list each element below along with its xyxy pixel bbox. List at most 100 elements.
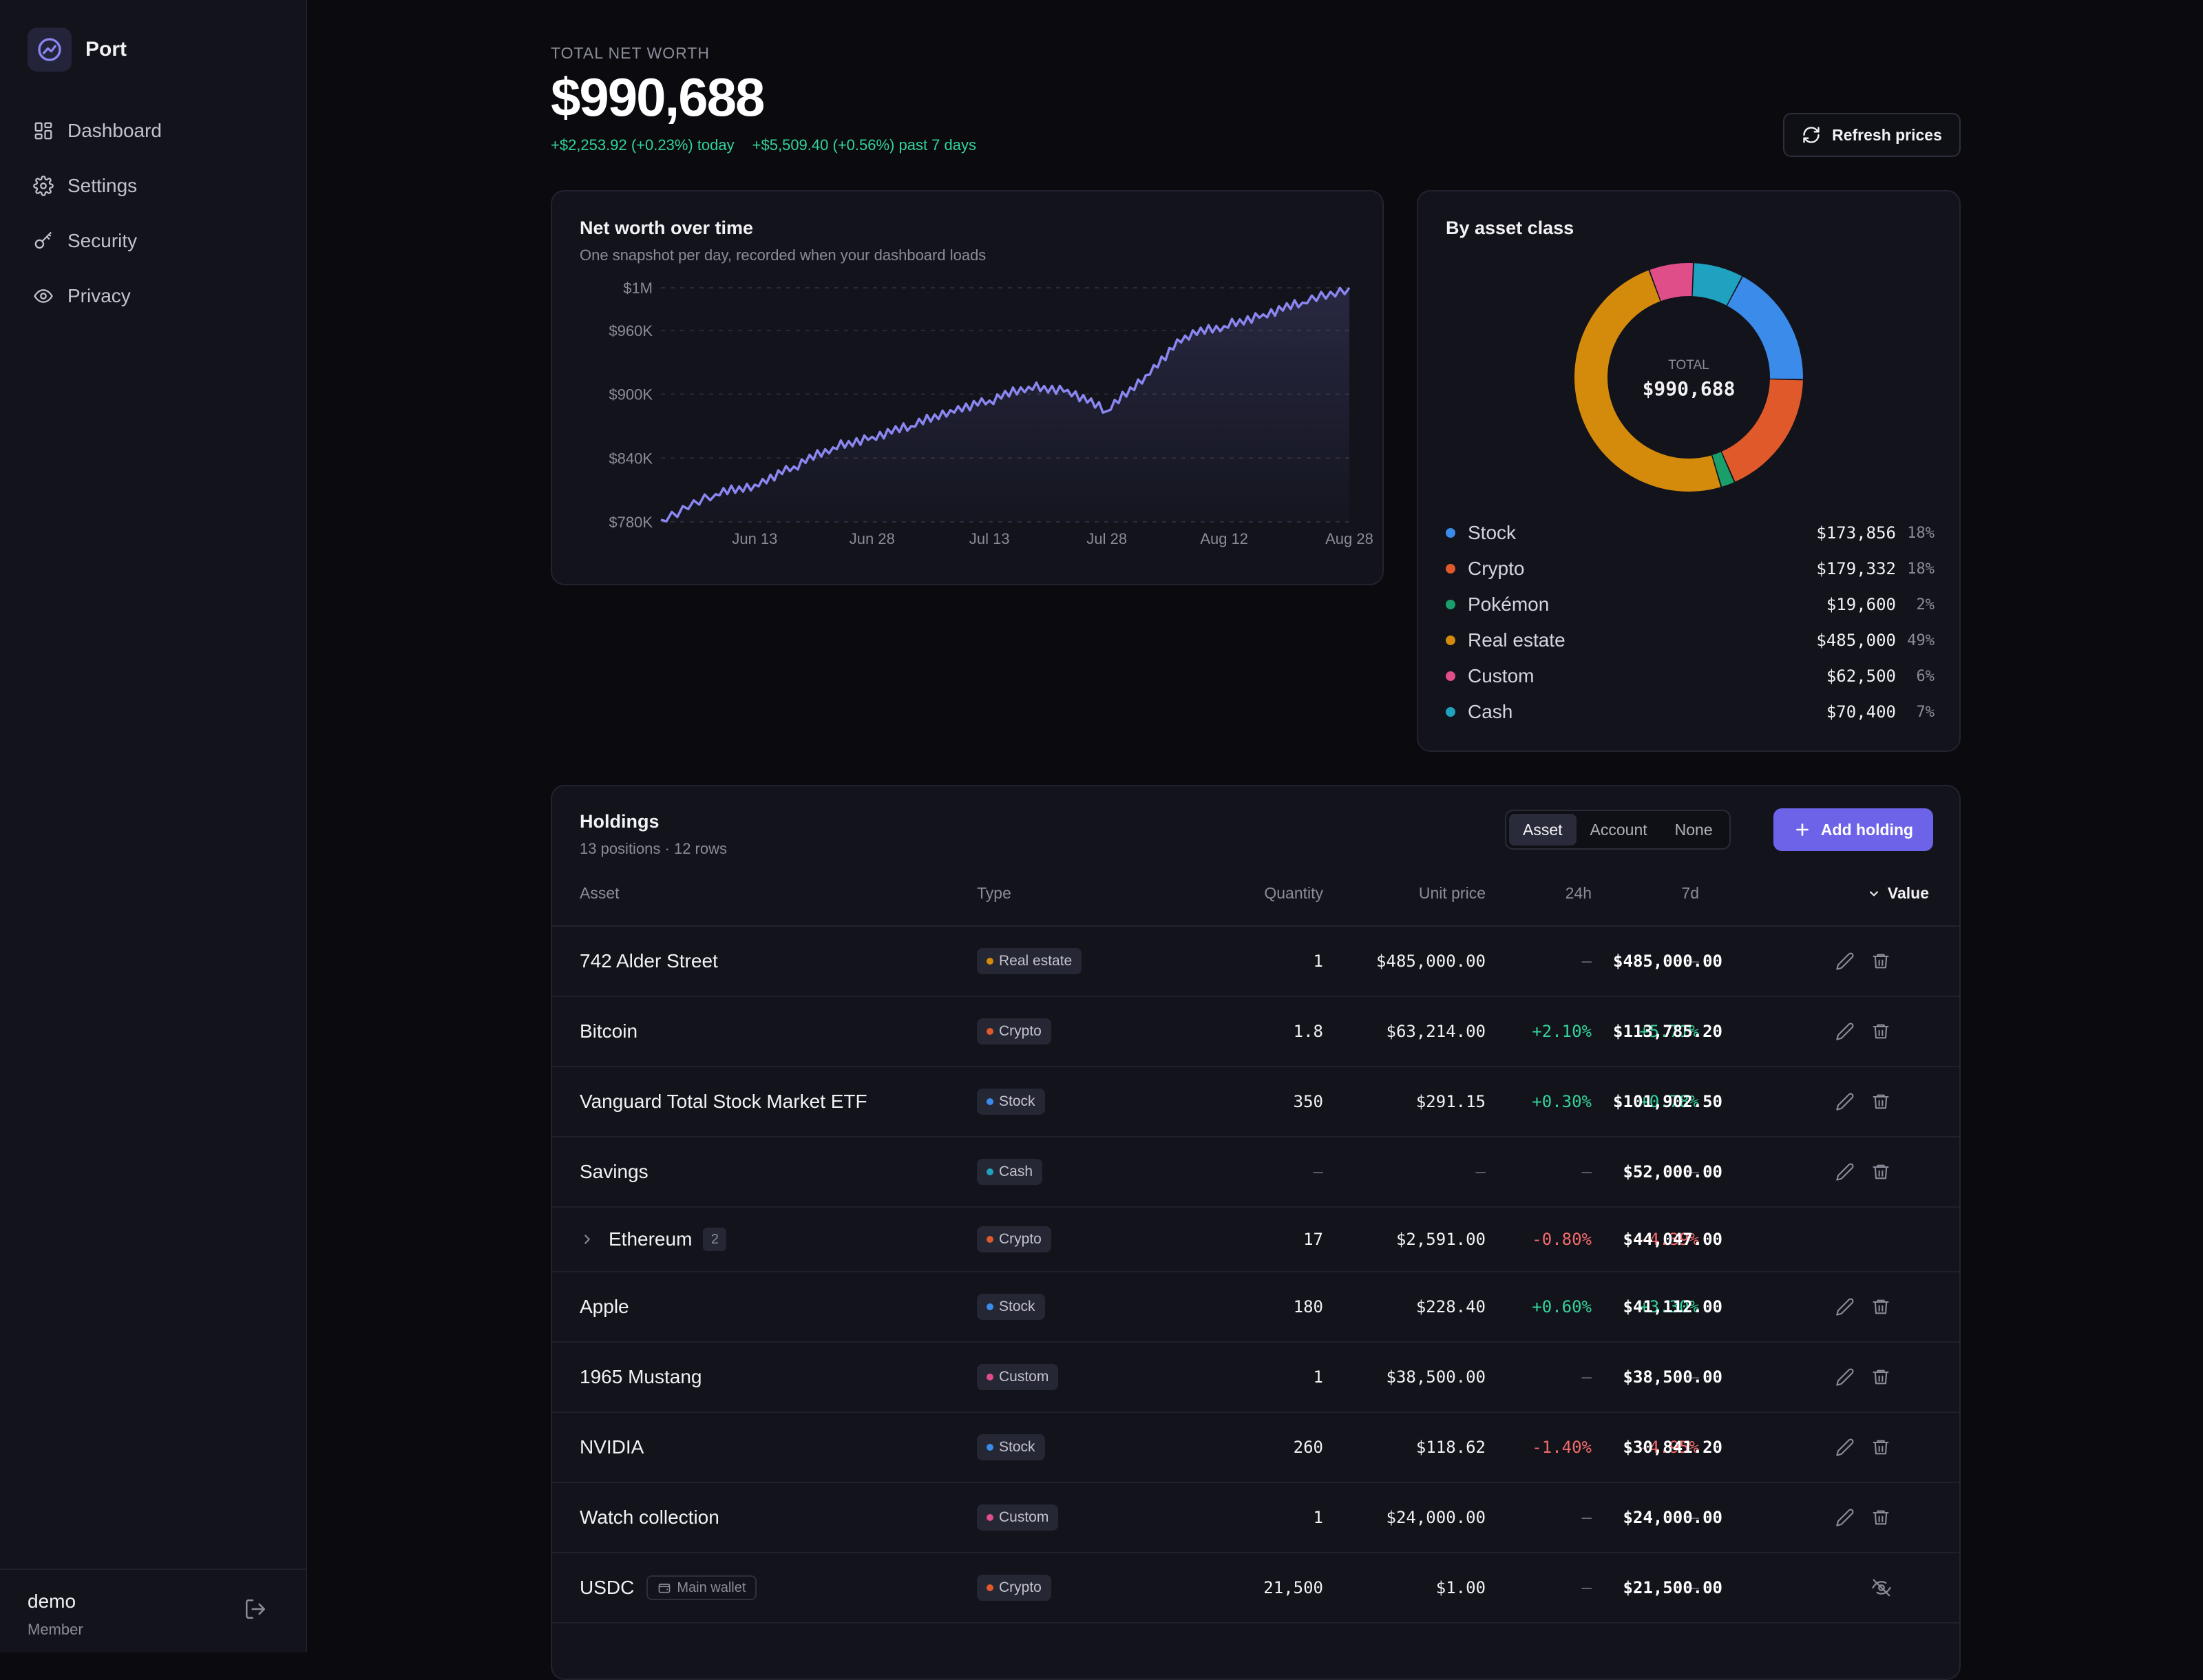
type-cell: Stock: [977, 1272, 1045, 1341]
col-24h[interactable]: 24h: [1488, 884, 1592, 903]
logout-button[interactable]: [244, 1597, 267, 1624]
sidebar-nav: Dashboard Settings Security Privacy: [19, 103, 288, 324]
type-dot: [987, 1028, 993, 1035]
edit-button[interactable]: [1835, 1508, 1855, 1527]
sidebar-item-security[interactable]: Security: [19, 213, 288, 269]
quantity-cell: 1.8: [1144, 997, 1323, 1066]
delete-button[interactable]: [1871, 1367, 1890, 1387]
asset-name: Bitcoin: [580, 1020, 637, 1042]
sidebar-item-privacy[interactable]: Privacy: [19, 269, 288, 324]
group-asset-button[interactable]: Asset: [1509, 814, 1577, 846]
donut-slice-stock[interactable]: [1727, 277, 1803, 379]
key-icon: [33, 231, 54, 251]
sidebar-item-dashboard[interactable]: Dashboard: [19, 103, 288, 158]
y-tick-label: $900K: [609, 386, 653, 403]
asset-cell: Watch collection: [580, 1483, 719, 1552]
x-tick-label: Aug 12: [1200, 530, 1248, 547]
asset-name: Ethereum: [609, 1228, 692, 1250]
delete-button[interactable]: [1871, 1022, 1890, 1041]
unit-price-cell: $485,000.00: [1337, 927, 1486, 996]
delete-button[interactable]: [1871, 1438, 1890, 1457]
hidden-toggle-button[interactable]: [1871, 1577, 1892, 1598]
row-actions: [1819, 997, 1943, 1066]
edit-button[interactable]: [1835, 1092, 1855, 1111]
edit-icon: [1835, 1297, 1855, 1316]
edit-button[interactable]: [1835, 1367, 1855, 1387]
chevron-right-icon[interactable]: [580, 1232, 595, 1247]
edit-button[interactable]: [1835, 952, 1855, 971]
type-dot: [987, 1098, 993, 1105]
trash-icon: [1871, 1297, 1890, 1316]
sidebar-item-settings[interactable]: Settings: [19, 158, 288, 213]
value-cell: $38,500.00: [1543, 1343, 1722, 1411]
col-quantity[interactable]: Quantity: [1144, 884, 1323, 903]
row-actions: [1819, 1208, 1943, 1271]
group-none-button[interactable]: None: [1661, 814, 1727, 846]
user-name: demo: [28, 1590, 76, 1613]
delete-button[interactable]: [1871, 952, 1890, 971]
value-cell: $41,112.00: [1543, 1272, 1722, 1341]
type-badge: Crypto: [977, 1226, 1051, 1252]
value-cell: $101,902.50: [1543, 1067, 1722, 1136]
quantity-cell: 180: [1144, 1272, 1323, 1341]
eye-off-icon: [1871, 1577, 1892, 1598]
edit-button[interactable]: [1835, 1438, 1855, 1457]
refresh-label: Refresh prices: [1832, 126, 1942, 145]
eye-icon: [33, 286, 54, 306]
plus-icon: [1793, 821, 1811, 839]
holdings-table-header: Asset Type Quantity Unit price 24h 7d Va…: [552, 869, 1959, 927]
asset-name: 1965 Mustang: [580, 1366, 702, 1388]
asset-class-card: By asset class TOTAL$990,688 Stock$173,8…: [1417, 190, 1961, 752]
brand[interactable]: Port: [28, 28, 127, 72]
col-unit-price[interactable]: Unit price: [1337, 884, 1486, 903]
type-badge: Crypto: [977, 1575, 1051, 1601]
asset-name: Apple: [580, 1296, 629, 1318]
type-badge: Stock: [977, 1434, 1045, 1460]
delete-button[interactable]: [1871, 1508, 1890, 1527]
trash-icon: [1871, 1438, 1890, 1457]
unit-price-cell: $24,000.00: [1337, 1483, 1486, 1552]
type-cell: Custom: [977, 1483, 1058, 1552]
trash-icon: [1871, 1162, 1890, 1182]
x-tick-label: Aug 28: [1325, 530, 1373, 547]
refresh-prices-button[interactable]: Refresh prices: [1783, 113, 1961, 157]
group-account-button[interactable]: Account: [1577, 814, 1661, 846]
type-cell: Custom: [977, 1343, 1058, 1411]
asset-name: Watch collection: [580, 1506, 719, 1529]
col-type[interactable]: Type: [977, 884, 1011, 903]
delete-button[interactable]: [1871, 1092, 1890, 1111]
delete-button[interactable]: [1871, 1162, 1890, 1182]
type-dot: [987, 1303, 993, 1310]
col-asset[interactable]: Asset: [580, 884, 620, 903]
app-name: Port: [85, 38, 127, 61]
asset-name: Vanguard Total Stock Market ETF: [580, 1091, 867, 1113]
type-cell: Crypto: [977, 1208, 1051, 1271]
col-value[interactable]: Value: [1709, 884, 1929, 903]
type-badge: Stock: [977, 1294, 1045, 1320]
edit-icon: [1835, 1022, 1855, 1041]
unit-price-cell: $38,500.00: [1337, 1343, 1486, 1411]
edit-button[interactable]: [1835, 1297, 1855, 1316]
type-dot: [987, 1444, 993, 1451]
edit-button[interactable]: [1835, 1022, 1855, 1041]
type-badge: Real estate: [977, 948, 1082, 974]
edit-button[interactable]: [1835, 1162, 1855, 1182]
x-tick-label: Jun 28: [850, 530, 895, 547]
col-7d[interactable]: 7d: [1599, 884, 1699, 903]
delete-button[interactable]: [1871, 1297, 1890, 1316]
add-holding-button[interactable]: Add holding: [1773, 808, 1933, 851]
